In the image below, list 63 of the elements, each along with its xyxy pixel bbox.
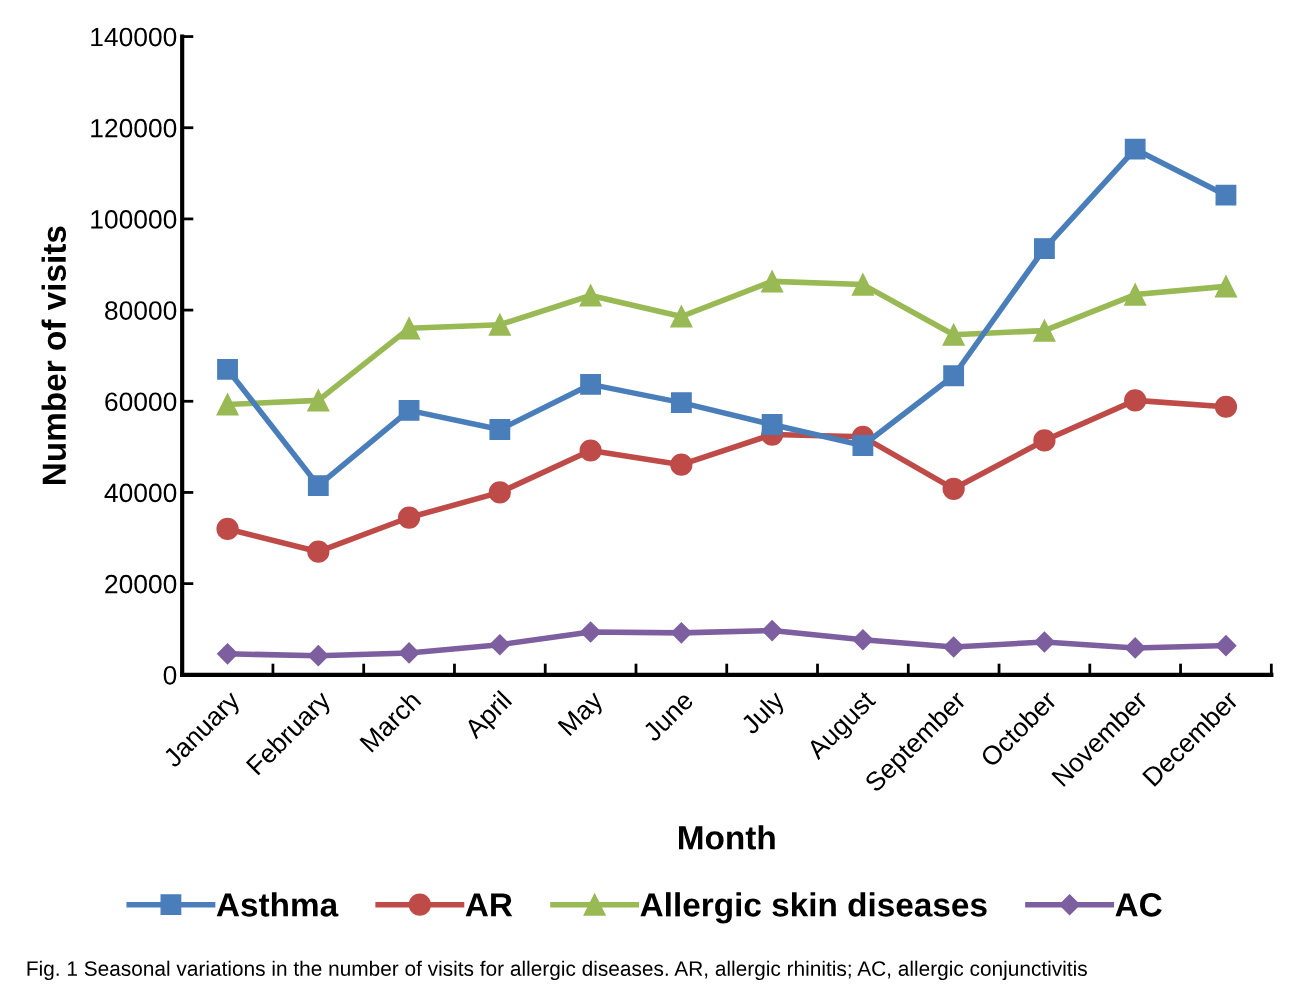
point — [307, 475, 329, 497]
point — [670, 453, 693, 476]
point — [307, 645, 329, 667]
point — [307, 540, 330, 563]
y-tick-label: 60000 — [105, 392, 177, 412]
point — [1215, 184, 1237, 206]
point — [670, 305, 693, 328]
point — [1124, 283, 1147, 306]
legend-label: AC — [1115, 893, 1162, 917]
point — [397, 506, 421, 529]
point — [943, 365, 965, 387]
x-tick-label: July — [739, 688, 790, 739]
point — [761, 414, 783, 435]
point — [580, 621, 602, 643]
point — [217, 358, 238, 380]
legend-label: AR — [465, 893, 513, 917]
y-tick-label: 120000 — [91, 118, 177, 138]
legend-label: Asthma — [216, 892, 339, 917]
point — [852, 435, 874, 456]
point — [1034, 238, 1055, 259]
point — [1214, 395, 1238, 418]
point — [488, 481, 511, 504]
y-tick-label: 40000 — [104, 483, 177, 503]
point — [398, 399, 420, 421]
point — [1215, 635, 1237, 657]
point — [217, 643, 239, 665]
x-axis-title: Month — [679, 825, 775, 850]
point — [579, 284, 602, 307]
y-tick-label: 0 — [163, 665, 177, 685]
point — [852, 629, 874, 651]
point — [216, 517, 239, 541]
point — [1033, 429, 1056, 452]
point — [1124, 637, 1146, 659]
point — [942, 323, 965, 346]
point — [851, 273, 875, 296]
point — [307, 389, 330, 412]
point — [489, 634, 511, 656]
point — [1033, 319, 1056, 342]
caption: Fig. 1 Seasonal variations in the number of visits for allergic diseases. AR, allergic rhinitis; AC, allergic conjunctivitis — [27, 960, 1087, 981]
point — [942, 477, 965, 500]
y-tick-label: 100000 — [91, 210, 177, 229]
point — [670, 622, 692, 644]
legend-label: Allergic skin diseases — [640, 892, 987, 924]
point — [397, 317, 421, 340]
point — [761, 620, 783, 642]
point — [580, 373, 602, 395]
y-axis-title: Number of visits — [41, 226, 67, 485]
y-tick-label: 140000 — [91, 27, 177, 47]
point — [579, 439, 602, 462]
point — [489, 419, 511, 440]
point — [1214, 275, 1238, 298]
point — [488, 313, 511, 336]
point — [943, 636, 965, 658]
point — [761, 270, 784, 293]
point — [398, 642, 420, 664]
point — [670, 392, 692, 414]
point — [1124, 389, 1147, 412]
y-tick-label: 20000 — [105, 574, 177, 594]
point — [1033, 631, 1055, 653]
point — [1124, 138, 1146, 160]
point — [216, 393, 239, 416]
y-tick-label: 80000 — [105, 301, 177, 320]
x-tick-label: May — [557, 689, 608, 740]
